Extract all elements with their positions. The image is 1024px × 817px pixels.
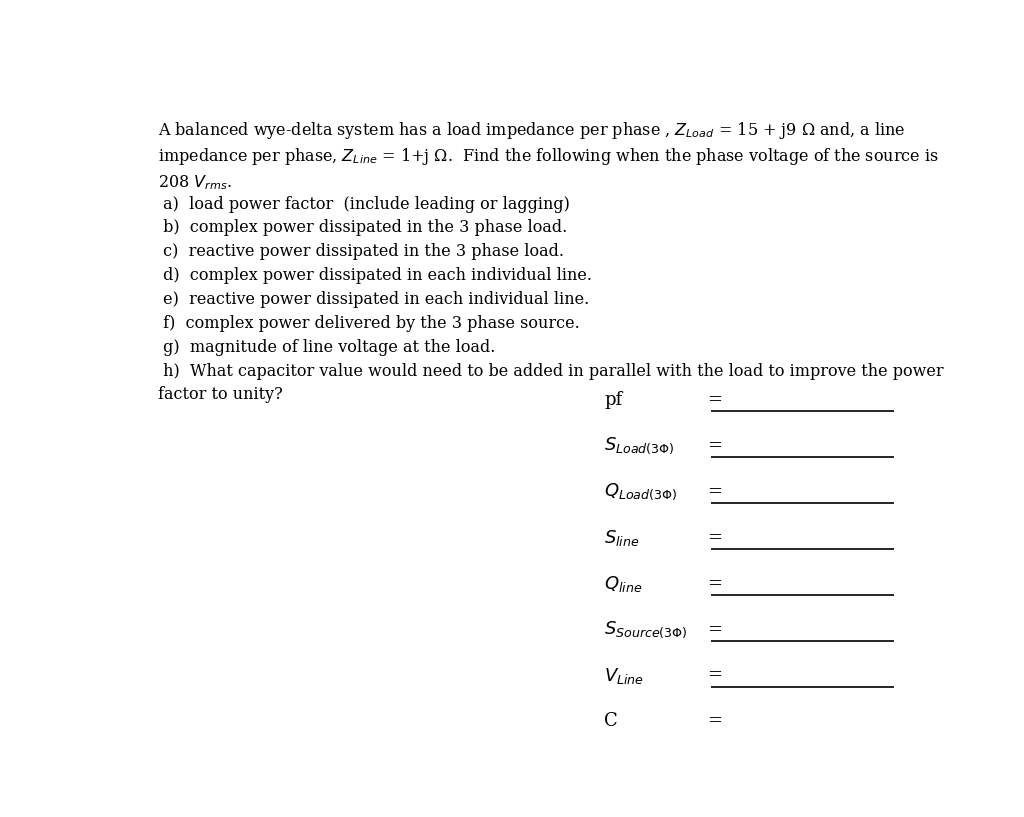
Text: h)  What capacitor value would need to be added in parallel with the load to imp: h) What capacitor value would need to be… [158, 363, 944, 380]
Text: =: = [708, 483, 722, 501]
Text: $V_{Line}$: $V_{Line}$ [604, 666, 644, 685]
Text: 208 $V_{rms}$.: 208 $V_{rms}$. [158, 173, 232, 192]
Text: =: = [708, 574, 722, 592]
Text: =: = [708, 667, 722, 685]
Text: f)  complex power delivered by the 3 phase source.: f) complex power delivered by the 3 phas… [158, 315, 580, 332]
Text: d)  complex power dissipated in each individual line.: d) complex power dissipated in each indi… [158, 267, 592, 284]
Text: $S_{Load(3Φ)}$: $S_{Load(3Φ)}$ [604, 435, 675, 456]
Text: impedance per phase, $Z_{Line}$ = 1+j Ω.  Find the following when the phase volt: impedance per phase, $Z_{Line}$ = 1+j Ω.… [158, 146, 939, 167]
Text: =: = [708, 437, 722, 455]
Text: pf: pf [604, 391, 623, 409]
Text: =: = [708, 529, 722, 547]
Text: =: = [708, 621, 722, 639]
Text: =: = [708, 391, 722, 409]
Text: A balanced wye-delta system has a load impedance per phase , $Z_{Load}$ = 15 + j: A balanced wye-delta system has a load i… [158, 120, 905, 141]
Text: $Q_{Load(3Φ)}$: $Q_{Load(3Φ)}$ [604, 481, 678, 502]
Text: g)  magnitude of line voltage at the load.: g) magnitude of line voltage at the load… [158, 339, 496, 356]
Text: factor to unity?: factor to unity? [158, 386, 283, 403]
Text: c)  reactive power dissipated in the 3 phase load.: c) reactive power dissipated in the 3 ph… [158, 243, 564, 261]
Text: a)  load power factor  (include leading or lagging): a) load power factor (include leading or… [158, 195, 570, 212]
Text: e)  reactive power dissipated in each individual line.: e) reactive power dissipated in each ind… [158, 291, 590, 308]
Text: $S_{Source(3Φ)}$: $S_{Source(3Φ)}$ [604, 619, 688, 640]
Text: $Q_{line}$: $Q_{line}$ [604, 574, 642, 594]
Text: b)  complex power dissipated in the 3 phase load.: b) complex power dissipated in the 3 pha… [158, 220, 567, 236]
Text: $S_{line}$: $S_{line}$ [604, 528, 640, 547]
Text: C: C [604, 712, 617, 730]
Text: =: = [708, 712, 722, 730]
